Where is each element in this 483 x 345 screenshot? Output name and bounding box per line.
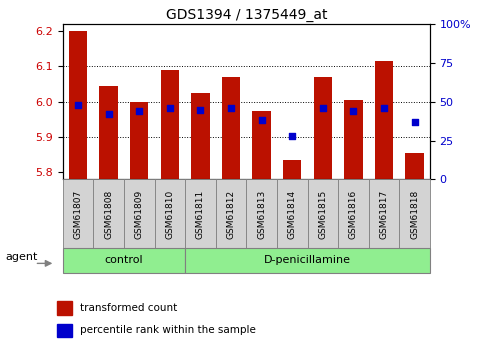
- Text: GSM61813: GSM61813: [257, 190, 266, 239]
- Point: [166, 105, 174, 111]
- Bar: [405, 153, 424, 179]
- Text: GSM61818: GSM61818: [410, 190, 419, 239]
- Bar: [63, 248, 185, 273]
- Text: GSM61815: GSM61815: [318, 190, 327, 239]
- Bar: [253, 111, 271, 179]
- Point: [319, 105, 327, 111]
- Bar: [191, 93, 210, 179]
- Bar: [246, 179, 277, 248]
- Point: [227, 105, 235, 111]
- Point: [288, 133, 296, 139]
- Bar: [369, 179, 399, 248]
- Text: transformed count: transformed count: [80, 303, 177, 313]
- Point: [105, 111, 113, 117]
- Point: [380, 105, 388, 111]
- Bar: [216, 179, 246, 248]
- Bar: [277, 179, 308, 248]
- Text: GSM61807: GSM61807: [73, 190, 83, 239]
- Bar: [155, 179, 185, 248]
- Bar: [313, 77, 332, 179]
- Bar: [185, 248, 430, 273]
- Bar: [308, 179, 338, 248]
- Text: GSM61814: GSM61814: [288, 190, 297, 239]
- Bar: [338, 179, 369, 248]
- Point: [74, 102, 82, 108]
- Point: [197, 107, 204, 112]
- Bar: [57, 301, 72, 315]
- Bar: [130, 102, 148, 179]
- Text: agent: agent: [5, 252, 37, 262]
- Bar: [161, 70, 179, 179]
- Text: GSM61816: GSM61816: [349, 190, 358, 239]
- Point: [258, 118, 266, 123]
- Text: GSM61812: GSM61812: [227, 190, 236, 239]
- Text: GSM61810: GSM61810: [165, 190, 174, 239]
- Bar: [344, 100, 363, 179]
- Bar: [375, 61, 393, 179]
- Point: [350, 108, 357, 114]
- Text: control: control: [105, 256, 143, 265]
- Bar: [399, 179, 430, 248]
- Bar: [69, 31, 87, 179]
- Text: GSM61817: GSM61817: [380, 190, 388, 239]
- Text: D-penicillamine: D-penicillamine: [264, 256, 351, 265]
- Bar: [185, 179, 216, 248]
- Bar: [93, 179, 124, 248]
- Text: GSM61808: GSM61808: [104, 190, 113, 239]
- Title: GDS1394 / 1375449_at: GDS1394 / 1375449_at: [166, 8, 327, 22]
- Bar: [57, 324, 72, 337]
- Text: GSM61809: GSM61809: [135, 190, 144, 239]
- Bar: [124, 179, 155, 248]
- Bar: [63, 179, 93, 248]
- Text: GSM61811: GSM61811: [196, 190, 205, 239]
- Text: percentile rank within the sample: percentile rank within the sample: [80, 325, 256, 335]
- Point: [135, 108, 143, 114]
- Bar: [283, 160, 301, 179]
- Bar: [222, 77, 240, 179]
- Bar: [99, 86, 118, 179]
- Point: [411, 119, 418, 125]
